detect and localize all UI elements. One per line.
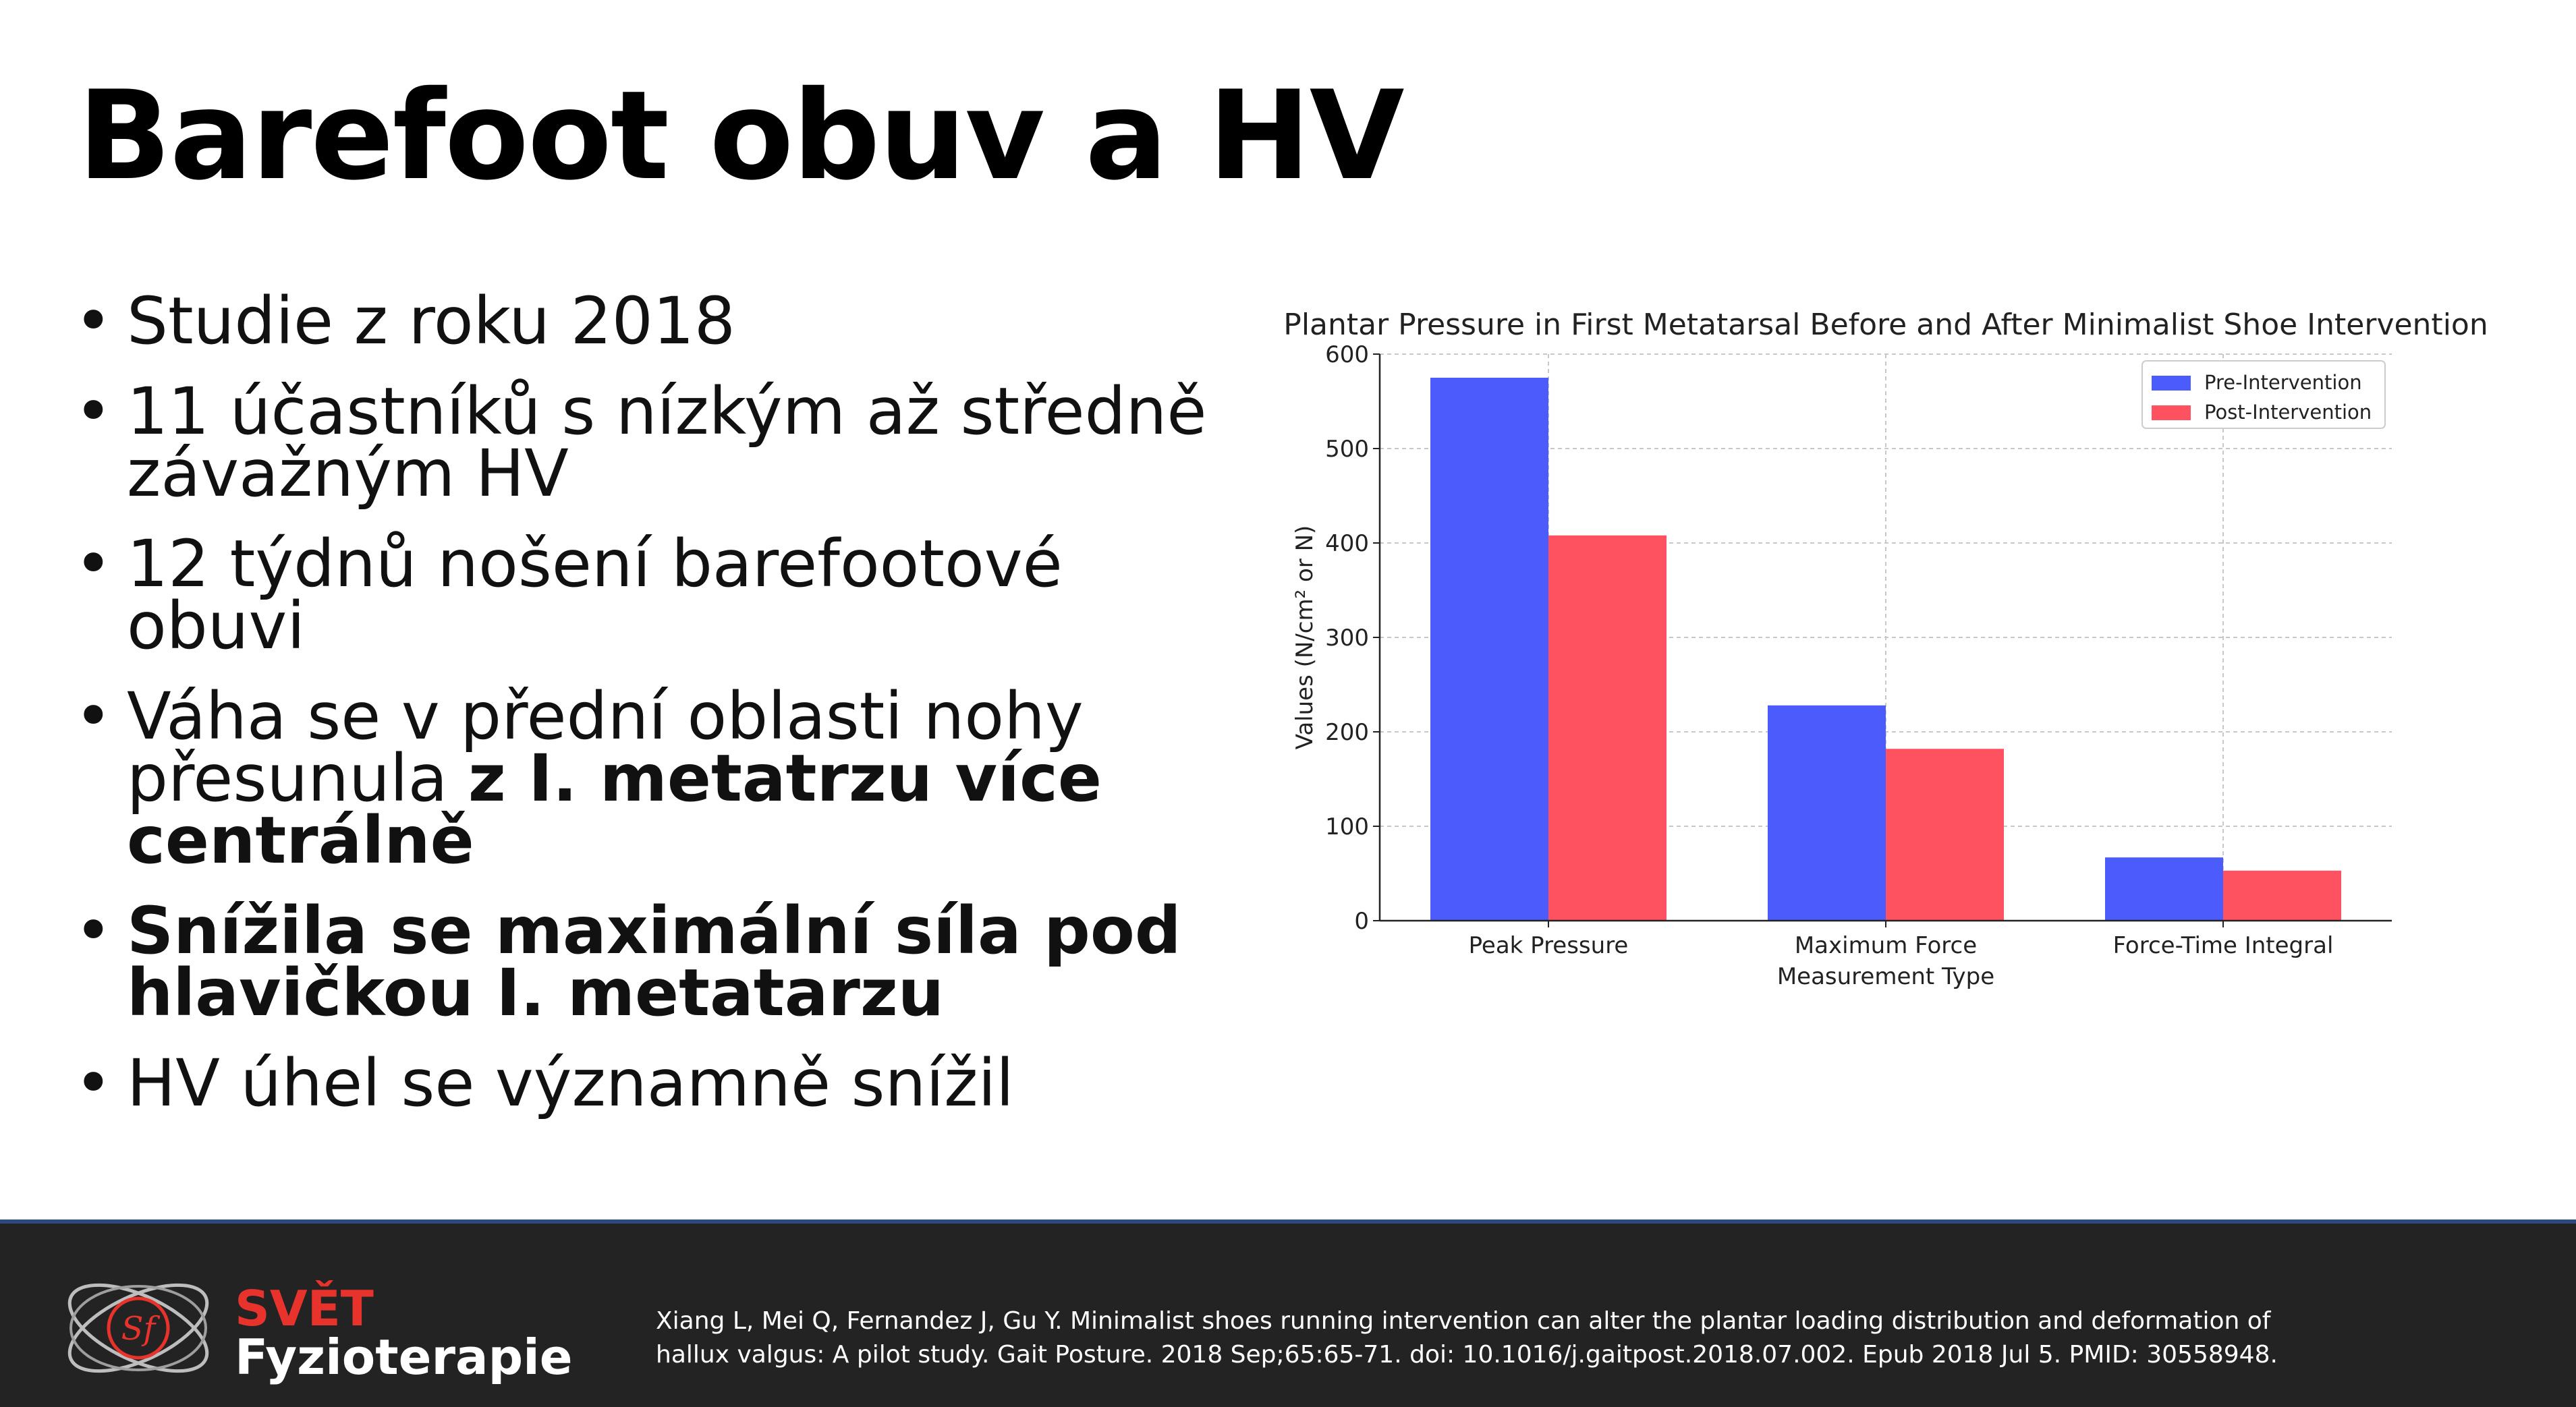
y-tick-labels: 0 100 200 300 400 500 600: [1325, 341, 1369, 935]
bullet-text: 12 týdnů nošení barefootové obuvi: [127, 526, 1063, 664]
bar-chart: Plantar Pressure in First Metatarsal Bef…: [1283, 308, 2488, 990]
bullet-item: Váha se v přední oblasti nohy přesunula …: [74, 684, 1221, 873]
bar-pre-1: [1768, 705, 1886, 921]
brand-name-bottom: Fyzioterapie: [235, 1329, 573, 1385]
legend-box: [2141, 360, 2386, 429]
y-tick-label: 0: [1354, 908, 1369, 935]
bullet-item: 11 účastníků s nízkým až středně závažný…: [74, 379, 1221, 506]
y-tick-label: 100: [1325, 813, 1369, 840]
bar-pre-2: [2105, 857, 2223, 921]
legend-label-0: Pre-Intervention: [2204, 371, 2362, 394]
bullet-text: 11 účastníků s nízkým až středně závažný…: [127, 374, 1207, 511]
x-tick-label: Peak Pressure: [1469, 932, 1629, 959]
y-tick-label: 600: [1325, 341, 1369, 368]
bar-pre-0: [1430, 378, 1548, 921]
y-tick-label: 400: [1325, 530, 1369, 557]
y-tick-label: 300: [1325, 625, 1369, 652]
bullet-item: 12 týdnů nošení barefootové obuvi: [74, 532, 1221, 658]
chart-legend: Pre-Intervention Post-Intervention: [2141, 360, 2386, 429]
bar-post-2: [2223, 870, 2341, 921]
bullet-item: HV úhel se významně snížil: [74, 1051, 1221, 1116]
y-tick-label: 500: [1325, 436, 1369, 463]
bar-post-1: [1886, 749, 2004, 921]
bullet-list: Studie z roku 2018 11 účastníků s nízkým …: [74, 289, 1221, 1143]
chart-axes: [1373, 353, 2392, 927]
bullet-text: HV úhel se významně snížil: [127, 1045, 1014, 1121]
brand-name-top: SVĚT: [235, 1280, 374, 1337]
citation-text: Xiang L, Mei Q, Fernandez J, Gu Y. Minim…: [656, 1307, 2278, 1369]
x-tick-labels: Peak Pressure Maximum Force Force-Time Int…: [1469, 932, 2334, 959]
svet-fyzioterapie-logo: Sf: [67, 1283, 209, 1373]
bullet-text: Studie z roku 2018: [127, 283, 735, 359]
y-tick-label: 200: [1325, 719, 1369, 746]
x-axis-label: Measurement Type: [1777, 963, 1994, 990]
chart-title: Plantar Pressure in First Metatarsal Bef…: [1283, 308, 2488, 342]
x-tick-label: Maximum Force: [1795, 932, 1977, 959]
bullet-text-bold: Snížila se maximální síla pod hlavičkou …: [127, 893, 1181, 1031]
footer-bar: Sf SVĚT Fyzioterapie Xiang L, Mei Q, Fer…: [0, 1219, 2576, 1407]
bullet-text-bold: z I. metatrzu více centrálně: [127, 741, 1102, 878]
slide-title: Barefoot obuv a HV: [78, 64, 1405, 207]
bullet-item: Studie z roku 2018: [74, 289, 1221, 353]
bar-post-0: [1548, 535, 1667, 921]
bullet-item: Snížila se maximální síla pod hlavičkou …: [74, 898, 1221, 1025]
y-axis-label: Values (N/cm² or N): [1291, 525, 1318, 750]
x-tick-label: Force-Time Integral: [2113, 932, 2334, 959]
bullet-text: Váha se v přední oblasti nohy přesunula: [127, 679, 1084, 816]
legend-label-1: Post-Intervention: [2204, 401, 2372, 424]
logo-monogram: Sf: [121, 1310, 161, 1348]
chart-bars: [1430, 378, 2341, 921]
legend-swatch-1: [2152, 405, 2191, 420]
legend-swatch-0: [2152, 376, 2191, 391]
